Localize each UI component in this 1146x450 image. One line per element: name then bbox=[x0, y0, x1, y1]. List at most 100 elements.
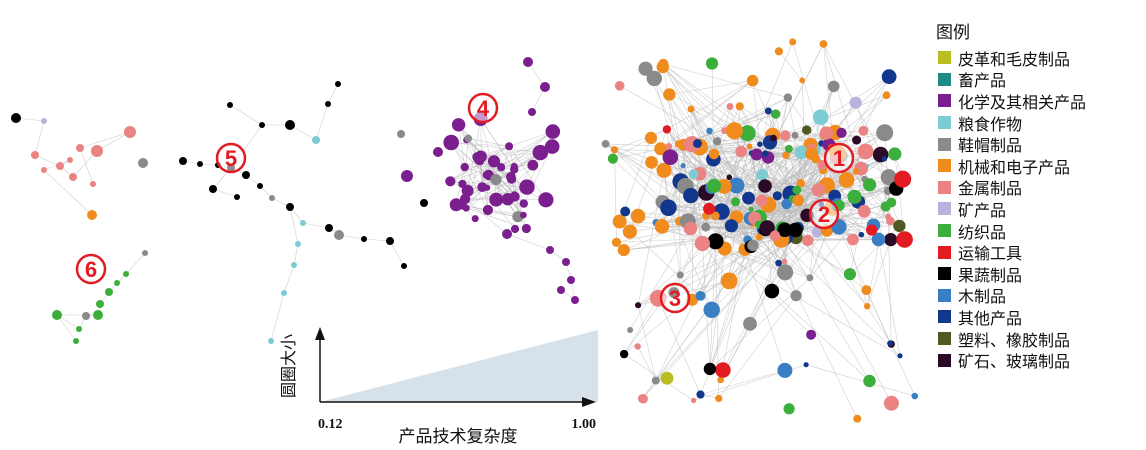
network-node bbox=[571, 296, 579, 304]
product-space-network: 1 2 3 4 5 6 bbox=[11, 38, 919, 423]
network-edge bbox=[722, 229, 796, 371]
legend-item: 其他产品 bbox=[936, 306, 1141, 328]
network-node bbox=[397, 130, 405, 138]
network-node bbox=[781, 198, 792, 210]
cluster-label-2: 2 bbox=[818, 202, 830, 227]
network-edge bbox=[750, 94, 887, 247]
cluster-label-4: 4 bbox=[477, 96, 490, 121]
network-node bbox=[325, 101, 331, 107]
network-edge bbox=[462, 131, 553, 185]
network-edge bbox=[451, 142, 541, 153]
network-edge bbox=[464, 198, 508, 235]
network-node bbox=[857, 143, 874, 160]
network-node bbox=[651, 376, 660, 385]
network-node bbox=[715, 394, 723, 402]
legend-item: 矿产品 bbox=[936, 198, 1141, 220]
network-edge bbox=[212, 188, 238, 198]
network-node bbox=[31, 151, 39, 159]
network-node bbox=[687, 105, 695, 113]
network-node bbox=[743, 316, 757, 331]
network-node bbox=[607, 153, 619, 164]
cluster-label-5: 5 bbox=[225, 146, 237, 171]
network-node bbox=[703, 362, 717, 376]
network-node bbox=[888, 147, 902, 161]
network-node bbox=[506, 174, 517, 184]
network-node bbox=[897, 353, 903, 359]
network-node bbox=[746, 74, 759, 87]
network-node bbox=[614, 81, 625, 91]
network-node bbox=[630, 208, 646, 224]
network-node bbox=[361, 236, 367, 242]
network-edge bbox=[466, 178, 512, 209]
network-node bbox=[665, 143, 673, 150]
network-edge bbox=[662, 66, 776, 236]
network-node bbox=[819, 126, 833, 140]
network-edge bbox=[691, 201, 736, 300]
network-node bbox=[443, 134, 460, 151]
legend-label: 矿产品 bbox=[958, 200, 1007, 220]
network-node bbox=[287, 204, 293, 210]
network-edge bbox=[866, 239, 891, 307]
network-node bbox=[114, 280, 120, 286]
network-edge bbox=[655, 227, 799, 381]
network-edge bbox=[709, 245, 754, 369]
scale-x-arrow bbox=[582, 397, 596, 407]
network-node bbox=[725, 122, 743, 140]
cluster-label-6: 6 bbox=[85, 257, 97, 282]
network-node bbox=[520, 211, 527, 219]
network-node bbox=[803, 362, 809, 368]
network-edge bbox=[660, 80, 753, 150]
network-node bbox=[461, 184, 474, 197]
network-node bbox=[701, 222, 711, 232]
network-edge bbox=[663, 63, 788, 98]
network-node bbox=[847, 189, 862, 204]
network-node bbox=[544, 139, 560, 154]
network-node bbox=[123, 271, 129, 277]
network-edge bbox=[806, 364, 915, 397]
network-edge bbox=[56, 314, 77, 342]
network-node bbox=[806, 329, 817, 340]
network-node bbox=[295, 241, 301, 247]
network-node bbox=[11, 113, 21, 123]
network-node bbox=[783, 403, 795, 415]
network-node bbox=[866, 224, 878, 236]
network-edge bbox=[612, 137, 652, 159]
legend-swatch bbox=[938, 72, 951, 86]
legend-item: 机械和电子产品 bbox=[936, 155, 1141, 177]
network-edge bbox=[878, 239, 901, 356]
network-edge bbox=[690, 108, 751, 219]
network-edge bbox=[229, 104, 263, 126]
network-node bbox=[772, 191, 782, 201]
network-node bbox=[876, 124, 894, 142]
network-node bbox=[557, 286, 565, 294]
network-node bbox=[334, 230, 344, 240]
network-node bbox=[755, 233, 763, 241]
network-node bbox=[715, 362, 731, 378]
network-node bbox=[802, 125, 812, 135]
network-node bbox=[769, 230, 781, 241]
network-node bbox=[858, 231, 865, 238]
network-node bbox=[87, 210, 97, 220]
network-node bbox=[646, 70, 662, 87]
network-node bbox=[291, 262, 297, 268]
legend-label: 塑料、橡胶制品 bbox=[958, 330, 1071, 350]
network-edge bbox=[450, 142, 487, 176]
network-node bbox=[259, 122, 265, 128]
network-node bbox=[335, 81, 341, 87]
network-node bbox=[690, 397, 697, 404]
network-edge bbox=[787, 97, 796, 136]
network-node bbox=[281, 290, 287, 296]
legend-swatch bbox=[938, 353, 951, 367]
network-node bbox=[911, 392, 919, 400]
network-node bbox=[532, 144, 548, 161]
network-node bbox=[124, 126, 136, 138]
legend-label: 纺织品 bbox=[958, 222, 1007, 242]
legend-item: 化学及其相关产品 bbox=[936, 90, 1141, 112]
network-node bbox=[694, 235, 711, 252]
network-node bbox=[887, 340, 893, 347]
network-node bbox=[637, 394, 648, 404]
network-edge bbox=[462, 161, 481, 185]
network-node bbox=[811, 183, 826, 197]
scale-y-arrow bbox=[315, 327, 325, 340]
cluster-marker-6: 6 bbox=[75, 253, 107, 285]
